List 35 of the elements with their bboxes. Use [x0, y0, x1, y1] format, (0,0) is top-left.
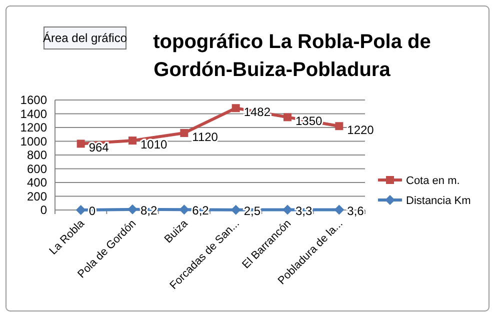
point [128, 204, 138, 214]
data-label: 3,6 [347, 204, 364, 218]
point [76, 205, 86, 215]
point [180, 129, 188, 137]
data-label: 3,3 [296, 204, 313, 218]
point [335, 122, 344, 130]
y-tick-label: 800 [26, 148, 48, 162]
data-label: 964 [88, 140, 110, 155]
point [230, 204, 241, 215]
point [128, 136, 136, 145]
point [76, 140, 85, 148]
point [284, 113, 292, 122]
y-tick-label: 600 [26, 162, 48, 176]
y-tick-label: 1200 [20, 120, 48, 134]
point [232, 104, 240, 112]
point [179, 204, 190, 215]
data-label: 8,2 [140, 203, 158, 218]
y-tick-label: 1600 [20, 93, 48, 107]
data-label: 1220 [347, 123, 374, 138]
data-label: 1120 [192, 130, 218, 144]
data-label: 1010 [140, 138, 168, 152]
y-tick-label: 400 [26, 176, 48, 190]
point [282, 204, 292, 215]
data-label: 6,2 [192, 204, 210, 218]
legend-label: Cota en m. [406, 175, 460, 187]
y-tick-label: 0 [40, 203, 48, 217]
chart-title: topográfico La Robla-Pola de Gordón-Buiza-Pobladura [153, 31, 431, 81]
data-label: 2,5 [244, 204, 261, 218]
y-tick-label: 1000 [20, 134, 48, 148]
legend-label: Distancia Km [406, 195, 471, 207]
data-label: 0 [88, 204, 96, 218]
y-tick-label: 1400 [20, 106, 48, 121]
point [334, 204, 344, 215]
text: Área del gráfico [42, 31, 128, 45]
y-tick-label: 200 [26, 189, 48, 204]
